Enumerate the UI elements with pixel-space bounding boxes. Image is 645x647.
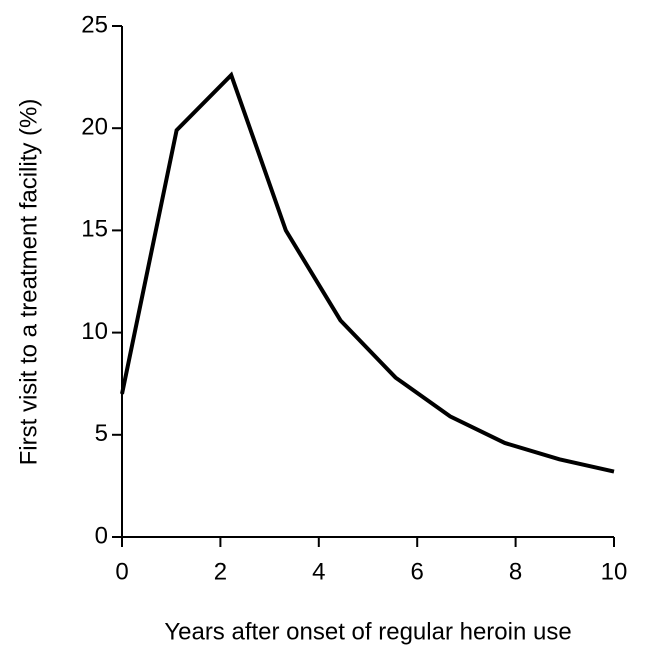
x-tick-label: 10 <box>601 558 628 585</box>
x-tick-label: 2 <box>214 558 227 585</box>
y-tick-label: 15 <box>81 216 108 243</box>
x-tick-label: 4 <box>312 558 325 585</box>
line <box>120 71 615 474</box>
y-tick-label: 10 <box>81 318 108 345</box>
y-tick-label: 0 <box>95 522 108 549</box>
x-tick-label: 0 <box>115 558 128 585</box>
x-tick-label: 6 <box>411 558 424 585</box>
y-tick-label: 5 <box>95 420 108 447</box>
y-axis-label: First visit to a treatment facility (%) <box>15 99 42 466</box>
x-tick-label: 8 <box>509 558 522 585</box>
y-tick-label: 25 <box>81 11 108 38</box>
y-tick-label: 20 <box>81 114 108 141</box>
x-axis-label: Years after onset of regular heroin use <box>164 618 571 645</box>
